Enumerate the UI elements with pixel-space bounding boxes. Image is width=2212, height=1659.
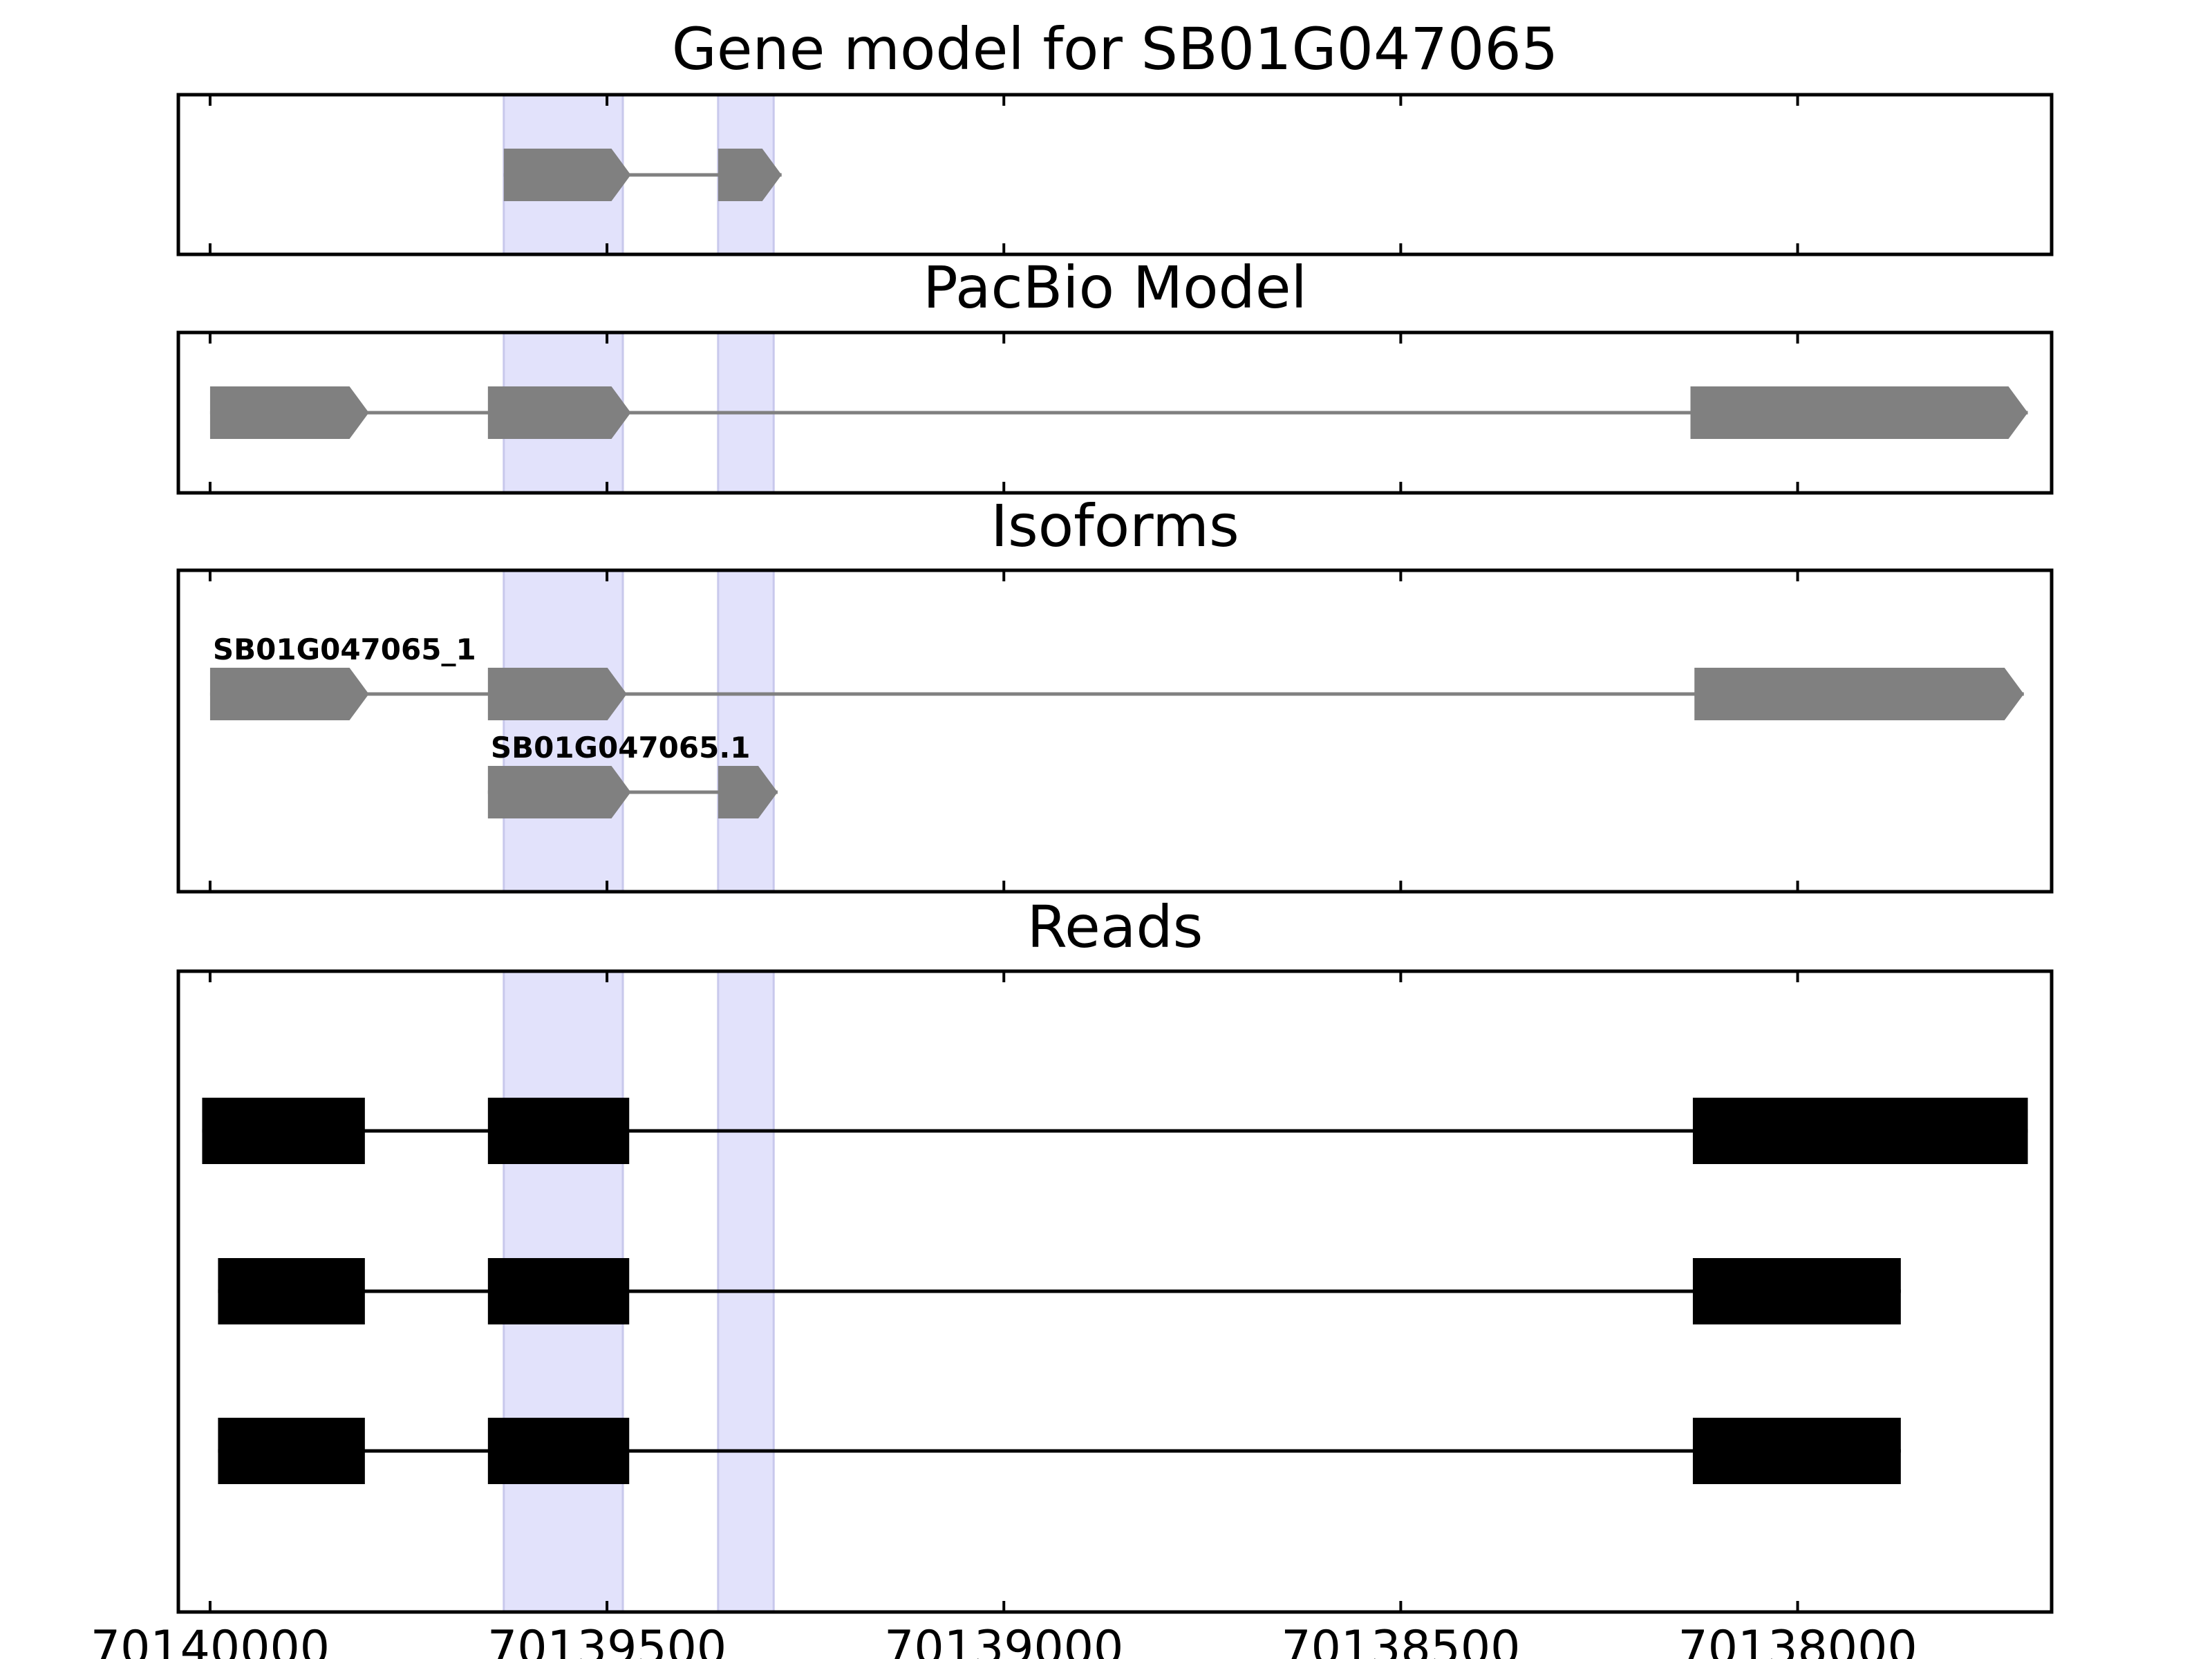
panel-frame <box>176 330 2054 495</box>
highlight-region <box>503 569 624 893</box>
panel-title: Gene model for SB01G047065 <box>672 15 1558 83</box>
exon-block <box>218 1418 365 1484</box>
panel-frame <box>176 969 2054 1614</box>
exon-block <box>1690 386 2028 439</box>
x-tick-label: 70138500 <box>1281 1621 1520 1659</box>
exon-block <box>1692 1098 2028 1164</box>
text-layer: Gene model for SB01G047065 PacBio Model SB… <box>91 15 1918 1659</box>
panel-frame <box>176 93 2054 256</box>
exon-block <box>718 766 778 818</box>
exon-block <box>487 1258 630 1324</box>
exon-block <box>487 668 627 720</box>
panel-frame <box>176 568 2054 894</box>
exon-block <box>487 1098 630 1164</box>
exon-block <box>718 149 782 201</box>
highlight-region <box>717 569 775 893</box>
isoform-label: SB01G047065.1 <box>491 731 751 765</box>
panel-title: Reads <box>1027 893 1203 961</box>
exon-block <box>209 668 369 720</box>
exon-block <box>218 1258 365 1324</box>
exon-block <box>1692 1258 1901 1324</box>
exon-block <box>487 386 631 439</box>
exon-block <box>487 766 631 818</box>
exon-block <box>487 1418 630 1484</box>
exon-block <box>1692 1418 1901 1484</box>
panel-title: Isoforms <box>991 492 1239 560</box>
x-tick-label: 70140000 <box>91 1621 330 1659</box>
feature-layer <box>202 149 2028 1484</box>
panel-title: PacBio Model <box>923 254 1307 321</box>
frame-layer <box>176 93 2054 1614</box>
exon-block <box>202 1098 365 1164</box>
exon-block <box>1694 668 2024 720</box>
x-tick-label: 70139500 <box>487 1621 727 1659</box>
exon-block <box>209 386 369 439</box>
isoform-label: SB01G047065_1 <box>213 632 476 666</box>
exon-block <box>503 149 631 201</box>
x-tick-label: 70138000 <box>1678 1621 1917 1659</box>
x-tick-label: 70139000 <box>884 1621 1123 1659</box>
